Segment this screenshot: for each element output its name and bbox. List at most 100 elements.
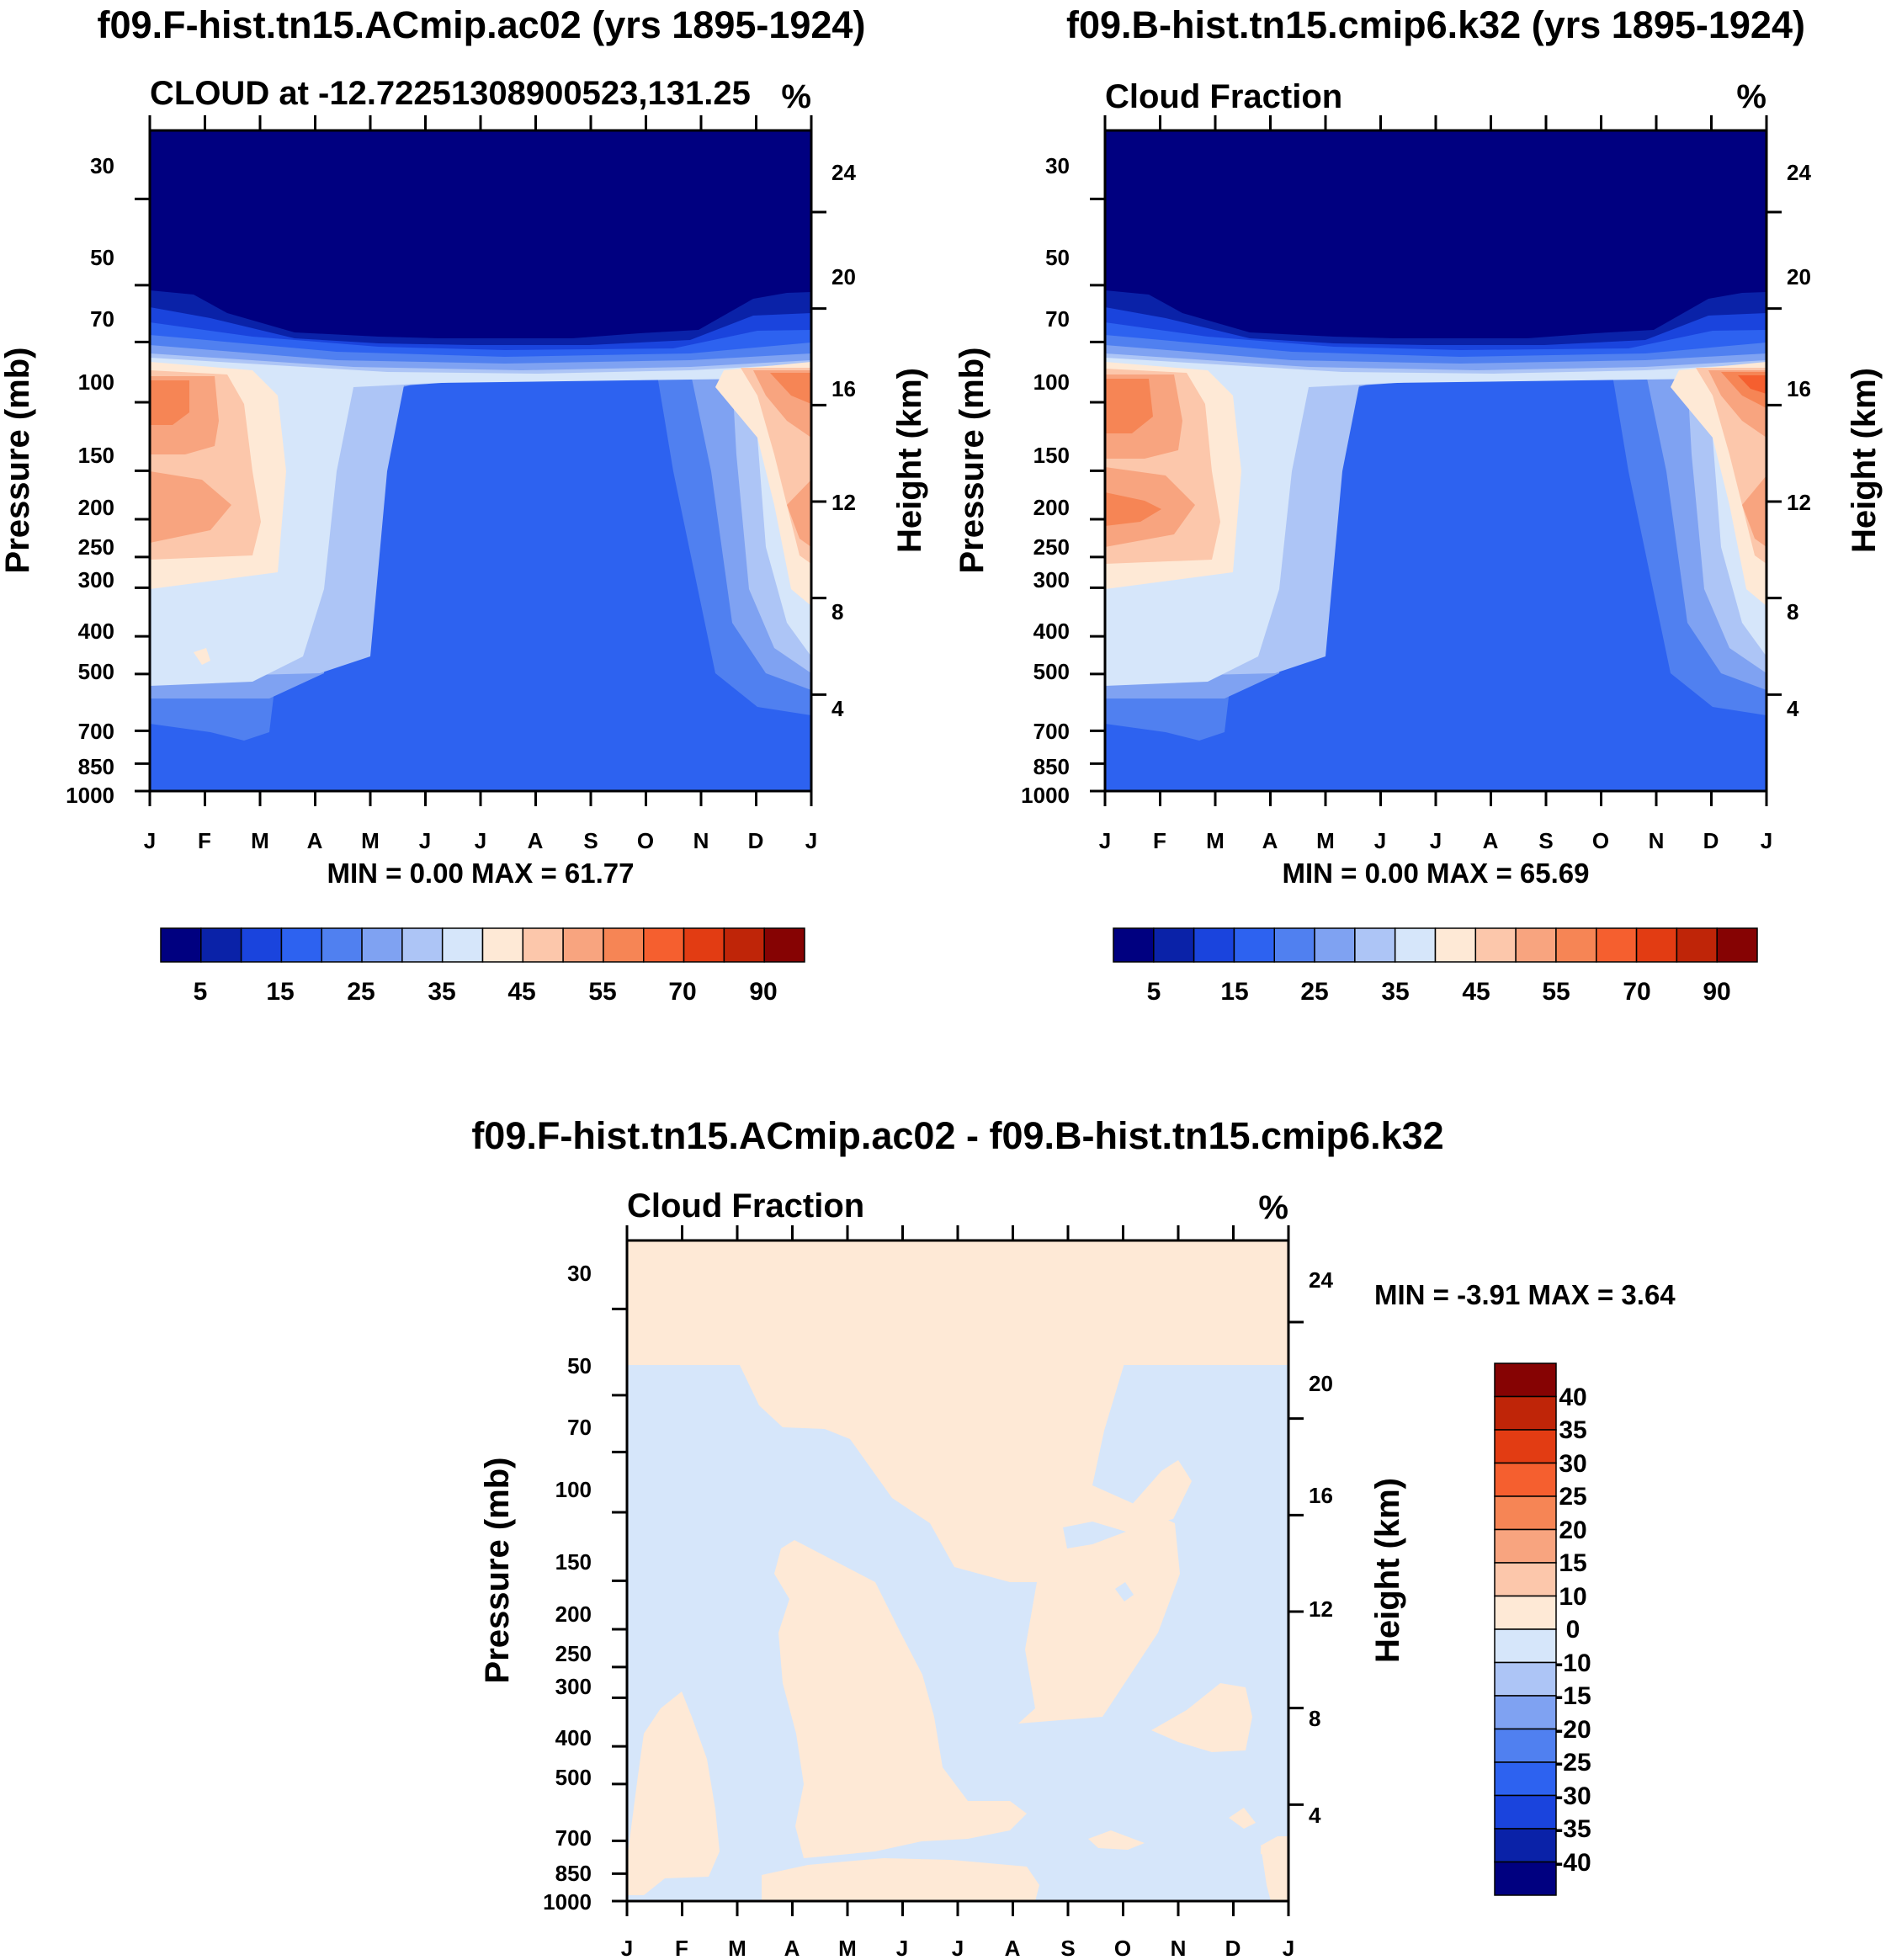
colorbar-label: 90 <box>1703 978 1730 1006</box>
colorbar-swatch <box>1716 927 1758 963</box>
panel-2: f09.B-hist.tn15.cmip6.k32 (yrs 1895-1924… <box>954 3 1883 1006</box>
month-tick-label: J <box>419 828 431 853</box>
month-tick-label: A <box>784 1936 800 1960</box>
colorbar-label: -20 <box>1554 1716 1591 1744</box>
colorbar-label: -25 <box>1554 1749 1591 1777</box>
colorbar-swatch <box>1494 1495 1557 1531</box>
panel-1-left-label: CLOUD at -12.72251308900523,131.25 <box>150 75 751 112</box>
month-tick-label: J <box>621 1936 633 1960</box>
panel-2-height-tick-labels: 24 20 16 12 8 4 <box>1787 160 1811 721</box>
pressure-tick-label: 300 <box>1033 567 1070 592</box>
contour-band <box>1738 375 1766 394</box>
height-tick-label: 16 <box>1309 1483 1333 1508</box>
pressure-tick-label: 250 <box>78 534 114 560</box>
panel-1-colorbar-labels: 5 15 25 35 45 55 70 90 <box>194 978 778 1006</box>
contour-band <box>1105 358 1766 686</box>
month-tick-label: J <box>475 828 486 853</box>
contour-band <box>1229 1808 1256 1829</box>
panel-1-contour-field <box>150 130 811 791</box>
panel-2-y-axis-label: Pressure (mb) <box>954 348 991 574</box>
panel-1-right-label: % <box>781 78 811 115</box>
colorbar-label: 90 <box>749 978 777 1006</box>
colorbar-swatch <box>522 927 564 963</box>
colorbar-swatch <box>683 927 725 963</box>
pressure-tick-label: 850 <box>78 754 114 779</box>
colorbar-label: -30 <box>1554 1782 1591 1810</box>
colorbar-swatch <box>1193 927 1235 963</box>
month-tick-label: D <box>748 828 764 853</box>
month-tick-label: M <box>251 828 269 853</box>
month-tick-label: F <box>1153 828 1166 853</box>
colorbar-label: 55 <box>588 978 616 1006</box>
month-tick-label: O <box>1114 1936 1131 1960</box>
panel-3-pressure-tick-labels: 30 50 70 100 150 200 250 300 400 500 700… <box>543 1261 592 1915</box>
contour-band <box>774 1540 1027 1858</box>
colorbar-label: 30 <box>1559 1450 1586 1478</box>
contour-band <box>1115 1582 1134 1601</box>
panel-1-title: f09.F-hist.tn15.ACmip.ac02 (yrs 1895-192… <box>98 3 866 46</box>
colorbar-label: -40 <box>1554 1849 1591 1877</box>
pressure-tick-label: 100 <box>1033 369 1070 395</box>
panel-2-colorbar-labels: 5 15 25 35 45 55 70 90 <box>1147 978 1731 1006</box>
colorbar-label: 15 <box>266 978 294 1006</box>
panel-1-height-tick-labels: 24 20 16 12 8 4 <box>831 160 856 721</box>
colorbar-swatch <box>361 927 403 963</box>
panel-1-colorbar <box>160 927 805 963</box>
colorbar-swatch <box>1273 927 1315 963</box>
panel-1: f09.F-hist.tn15.ACmip.ac02 (yrs 1895-192… <box>0 3 928 1006</box>
colorbar-label: 45 <box>1462 978 1490 1006</box>
colorbar-swatch <box>1494 1395 1557 1431</box>
panel-2-min-max: MIN = 0.00 MAX = 65.69 <box>1282 858 1589 889</box>
colorbar-label: 55 <box>1542 978 1570 1006</box>
month-tick-label: J <box>805 828 817 853</box>
month-tick-label: S <box>1060 1936 1075 1960</box>
month-tick-label: J <box>1374 828 1386 853</box>
colorbar-swatch <box>1474 927 1517 963</box>
month-tick-label: M <box>728 1936 746 1960</box>
pressure-tick-label: 100 <box>555 1477 592 1502</box>
colorbar-label: 5 <box>194 978 208 1006</box>
height-tick-label: 16 <box>831 376 856 401</box>
panel-3-height-tick-labels: 24 20 16 12 8 4 <box>1309 1267 1333 1828</box>
contour-band <box>762 1858 1039 1901</box>
colorbar-swatch <box>1515 927 1557 963</box>
pressure-tick-label: 1000 <box>66 783 114 808</box>
colorbar-swatch <box>1434 927 1477 963</box>
panel-2-month-tick-labels: J F M A M J J A S O N D J <box>1099 828 1772 853</box>
pressure-tick-label: 30 <box>567 1261 592 1286</box>
month-tick-label: D <box>1703 828 1719 853</box>
panel-3-colorbar <box>1494 1362 1557 1896</box>
colorbar-label: 10 <box>1559 1583 1586 1611</box>
colorbar-swatch <box>1494 1794 1557 1830</box>
colorbar-swatch <box>1394 927 1437 963</box>
pressure-tick-label: 400 <box>555 1725 592 1750</box>
month-tick-label: A <box>1005 1936 1021 1960</box>
contour-band <box>194 648 210 665</box>
colorbar-swatch <box>160 927 202 963</box>
pressure-tick-label: 850 <box>1033 754 1070 779</box>
colorbar-swatch <box>643 927 685 963</box>
month-tick-label: A <box>528 828 544 853</box>
colorbar-swatch <box>200 927 242 963</box>
panel-3-axis-ticks <box>612 1225 1304 1916</box>
panel-3-title: f09.F-hist.tn15.ACmip.ac02 - f09.B-hist.… <box>471 1114 1443 1157</box>
pressure-tick-label: 500 <box>555 1765 592 1790</box>
colorbar-label: 70 <box>1623 978 1650 1006</box>
panel-3-y2-axis-label: Height (km) <box>1369 1478 1406 1663</box>
contour-band <box>770 373 811 404</box>
pressure-tick-label: 400 <box>78 619 114 644</box>
colorbar-label: 35 <box>1559 1416 1586 1444</box>
month-tick-label: J <box>1283 1936 1294 1960</box>
contour-band <box>627 1240 1288 1365</box>
height-tick-label: 12 <box>831 490 856 515</box>
month-tick-label: N <box>1171 1936 1187 1960</box>
colorbar-swatch <box>1494 1462 1557 1497</box>
month-tick-label: A <box>307 828 323 853</box>
month-tick-label: J <box>896 1936 908 1960</box>
contour-band <box>1151 1683 1252 1752</box>
pressure-tick-label: 700 <box>78 719 114 744</box>
month-tick-label: O <box>1592 828 1609 853</box>
pressure-tick-label: 200 <box>78 495 114 520</box>
month-tick-label: M <box>1316 828 1335 853</box>
height-tick-label: 12 <box>1787 490 1811 515</box>
